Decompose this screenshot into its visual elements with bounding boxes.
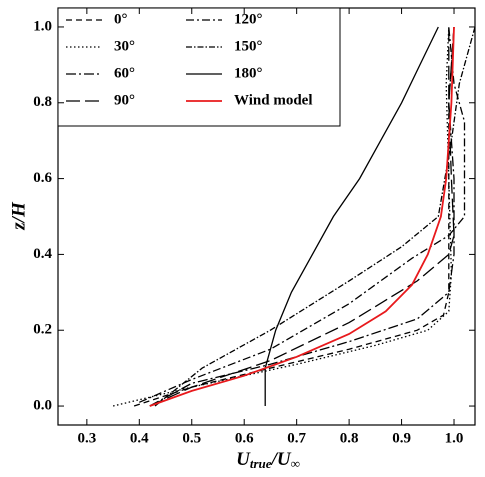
- y-tick-label: 0.4: [33, 246, 52, 262]
- series-line: [149, 27, 455, 407]
- series-line: [264, 26, 439, 406]
- series-line: [149, 26, 455, 407]
- x-tick-label: 0.7: [287, 430, 306, 446]
- y-tick-label: 0.0: [33, 397, 52, 413]
- y-tick-label: 0.2: [33, 322, 52, 338]
- y-tick-label: 1.0: [33, 18, 52, 34]
- x-tick-label: 0.3: [77, 430, 96, 446]
- x-label-sub: true: [250, 456, 272, 471]
- legend-label: 90°: [114, 92, 135, 108]
- y-tick-label: 0.8: [33, 94, 52, 110]
- x-label-main: U: [236, 449, 251, 470]
- legend-label: 180°: [234, 65, 263, 81]
- legend-label: 30°: [114, 38, 135, 54]
- series-line: [139, 26, 466, 403]
- y-axis-label: z/H: [8, 201, 29, 231]
- legend-label: 0°: [114, 11, 128, 27]
- x-label-slash: /U: [270, 449, 292, 470]
- series-line: [112, 26, 453, 407]
- x-tick-label: 1.0: [445, 430, 464, 446]
- y-tick-label: 0.6: [33, 170, 52, 186]
- x-tick-label: 0.9: [392, 430, 411, 446]
- legend-label: 150°: [234, 38, 263, 54]
- series-line: [133, 26, 455, 407]
- legend-box: [57, 7, 341, 127]
- x-tick-label: 0.4: [130, 430, 149, 446]
- x-tick-label: 0.6: [235, 430, 254, 446]
- legend-label: Wind model: [234, 92, 313, 108]
- x-tick-label: 0.8: [340, 430, 359, 446]
- x-label-inf: ∞: [291, 456, 300, 471]
- x-tick-label: 0.5: [182, 430, 201, 446]
- legend-label: 120°: [234, 11, 263, 27]
- x-axis-label: Utrue/U∞: [236, 449, 300, 471]
- series-line: [154, 26, 476, 407]
- legend-label: 60°: [114, 65, 135, 81]
